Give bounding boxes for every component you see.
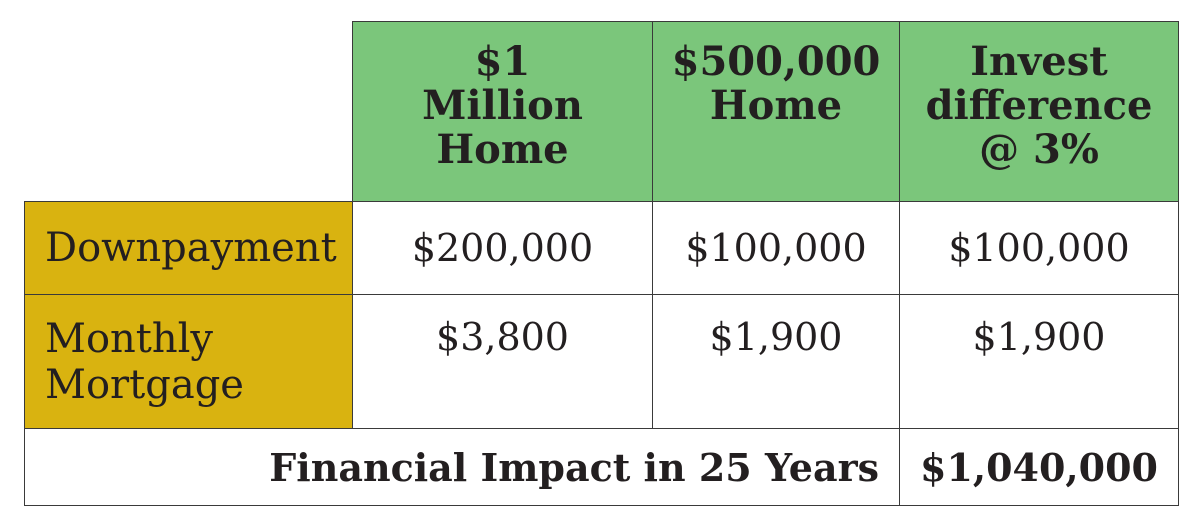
footer-label-text: Financial Impact in 25 Years (269, 444, 879, 490)
header-text: $500,000 Home (671, 38, 881, 129)
footer-label: Financial Impact in 25 Years (24, 428, 900, 506)
header-text: $1 Million Home (422, 38, 583, 173)
cell: $200,000 (352, 201, 653, 295)
cell: $100,000 (652, 201, 900, 295)
row-label-monthly-mortgage: Monthly Mortgage (24, 294, 353, 429)
header-text: Invest difference @ 3% (925, 38, 1153, 173)
cell-value: $200,000 (411, 226, 594, 270)
footer-value: $1,040,000 (899, 428, 1179, 506)
row-label: Downpayment (45, 225, 337, 271)
header-1m-home: $1 Million Home (352, 21, 653, 202)
footer-value-text: $1,040,000 (920, 444, 1158, 490)
cell: $100,000 (899, 201, 1179, 295)
cell: $3,800 (352, 294, 653, 429)
cell: $1,900 (652, 294, 900, 429)
cell: $1,900 (899, 294, 1179, 429)
cell-value: $100,000 (685, 226, 867, 270)
header-500k-home: $500,000 Home (652, 21, 900, 202)
cell-value: $3,800 (436, 315, 569, 359)
cell-value: $100,000 (948, 226, 1130, 270)
row-label: Monthly Mortgage (45, 315, 244, 408)
cell-value: $1,900 (972, 315, 1106, 359)
row-label-downpayment: Downpayment (24, 201, 353, 295)
cell-value: $1,900 (709, 315, 843, 359)
header-invest-difference: Invest difference @ 3% (899, 21, 1179, 202)
